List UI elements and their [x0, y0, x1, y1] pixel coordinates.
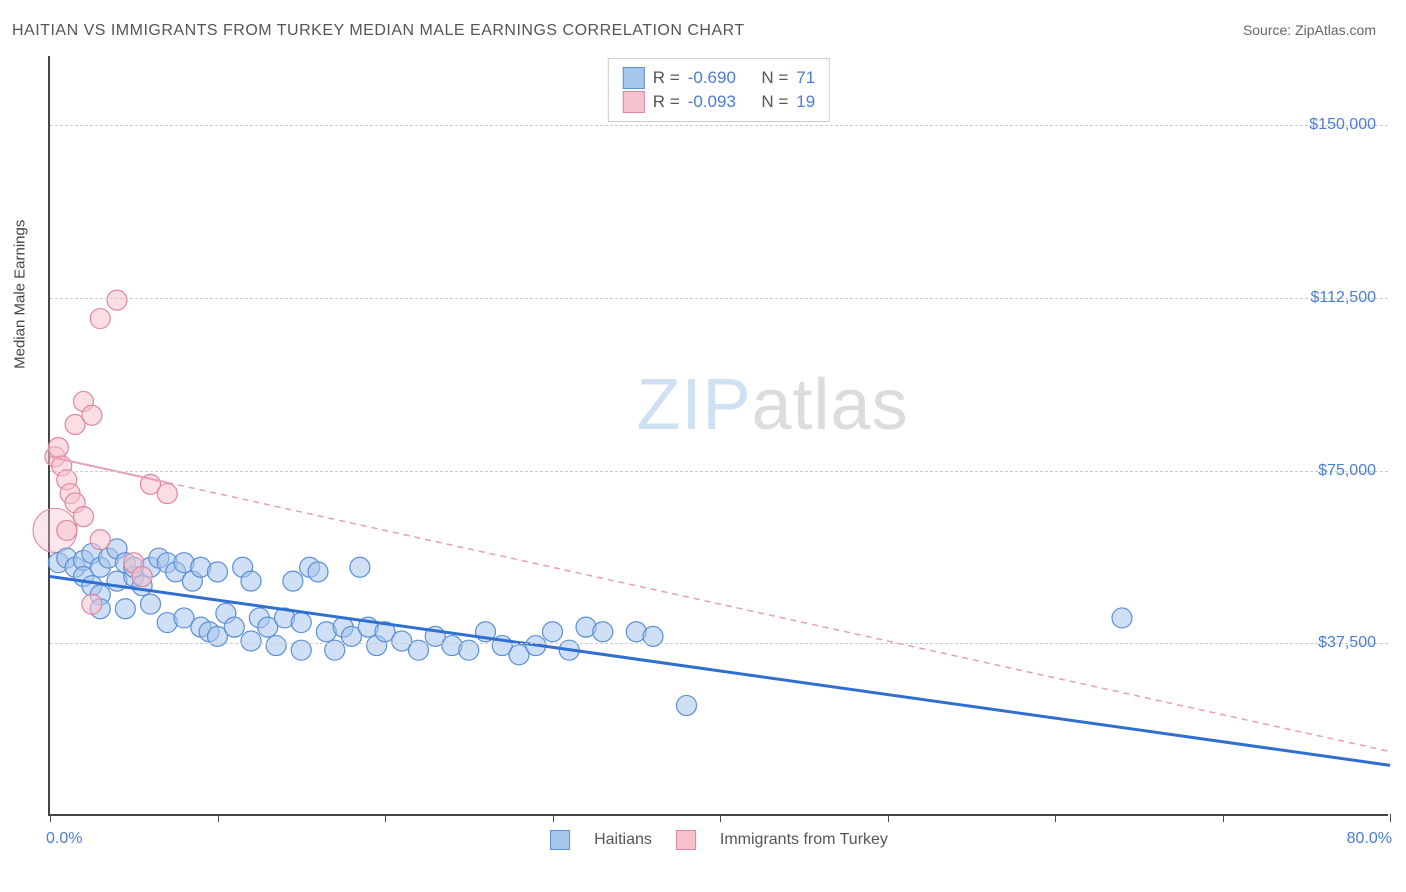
x-tick	[50, 814, 51, 822]
x-tick	[385, 814, 386, 822]
x-tick	[1390, 814, 1391, 822]
y-tick-label: $112,500	[1310, 289, 1376, 307]
data-point-haitians	[543, 622, 563, 642]
y-tick-label: $75,000	[1318, 462, 1376, 480]
plot-svg	[50, 56, 1388, 814]
data-point-haitians	[208, 562, 228, 582]
y-tick-label: $37,500	[1318, 634, 1376, 652]
x-tick	[553, 814, 554, 822]
data-point-haitians	[1112, 608, 1132, 628]
data-point-turkey	[48, 438, 68, 458]
source-label: Source:	[1243, 22, 1295, 38]
source-name: ZipAtlas.com	[1295, 22, 1376, 38]
trend-line-ext-turkey	[167, 483, 1390, 752]
data-point-haitians	[350, 557, 370, 577]
x-tick	[720, 814, 721, 822]
swatch-haitians	[550, 830, 570, 850]
data-point-haitians	[115, 599, 135, 619]
data-point-turkey	[157, 484, 177, 504]
legend-label-turkey: Immigrants from Turkey	[720, 831, 888, 849]
data-point-turkey	[82, 405, 102, 425]
x-tick	[888, 814, 889, 822]
x-axis-min-label: 0.0%	[46, 830, 82, 848]
x-tick	[1055, 814, 1056, 822]
data-point-turkey	[90, 309, 110, 329]
x-axis-max-label: 80.0%	[1347, 830, 1392, 848]
y-tick-label: $150,000	[1309, 116, 1376, 134]
data-point-haitians	[291, 613, 311, 633]
source-attribution: Source: ZipAtlas.com	[1243, 22, 1376, 38]
gridline	[50, 471, 1388, 472]
data-point-turkey	[57, 520, 77, 540]
x-tick	[218, 814, 219, 822]
data-point-haitians	[266, 636, 286, 656]
data-point-turkey	[82, 594, 102, 614]
data-point-haitians	[241, 631, 261, 651]
y-axis-title: Median Male Earnings	[12, 220, 29, 369]
data-point-haitians	[141, 594, 161, 614]
legend-label-haitians: Haitians	[594, 831, 652, 849]
data-point-haitians	[283, 571, 303, 591]
trend-line-ext-haitians	[218, 600, 1391, 765]
gridline	[50, 298, 1388, 299]
chart-title: HAITIAN VS IMMIGRANTS FROM TURKEY MEDIAN…	[12, 22, 745, 40]
bottom-legend: Haitians Immigrants from Turkey	[550, 830, 888, 850]
gridline	[50, 125, 1388, 126]
correlation-chart: HAITIAN VS IMMIGRANTS FROM TURKEY MEDIAN…	[0, 0, 1406, 892]
data-point-haitians	[224, 617, 244, 637]
data-point-haitians	[593, 622, 613, 642]
data-point-turkey	[90, 530, 110, 550]
data-point-turkey	[74, 507, 94, 527]
swatch-turkey	[676, 830, 696, 850]
data-point-turkey	[107, 290, 127, 310]
data-point-haitians	[241, 571, 261, 591]
data-point-haitians	[677, 695, 697, 715]
x-tick	[1223, 814, 1224, 822]
gridline	[50, 643, 1388, 644]
data-point-haitians	[308, 562, 328, 582]
data-point-turkey	[132, 566, 152, 586]
plot-area: Median Male Earnings ZIPatlas R = -0.690…	[48, 56, 1388, 816]
